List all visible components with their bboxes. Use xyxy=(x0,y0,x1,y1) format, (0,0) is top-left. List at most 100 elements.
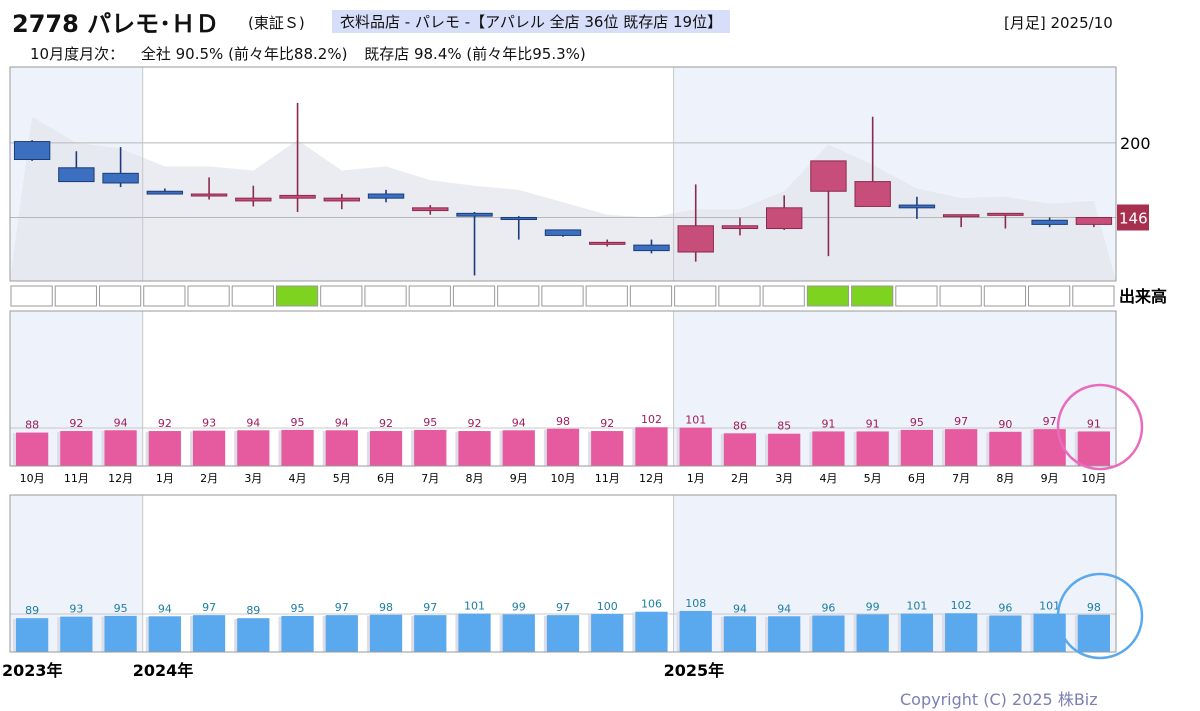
candle-body xyxy=(987,212,1024,216)
month-label: 3月 xyxy=(244,472,262,485)
candle xyxy=(721,217,759,236)
all-value-label: 92 xyxy=(468,417,482,430)
all-bar xyxy=(189,430,226,466)
existing-value-label: 97 xyxy=(423,601,437,614)
volume-cell xyxy=(98,285,142,307)
candle-body xyxy=(58,167,95,183)
existing-bar xyxy=(499,614,535,652)
all-bar-fill xyxy=(104,430,137,466)
existing-bar xyxy=(809,615,845,652)
price-tick-200: 200 xyxy=(1120,134,1151,153)
candle xyxy=(190,177,228,200)
volume-cell xyxy=(674,285,717,307)
existing-value-label: 101 xyxy=(906,600,927,613)
all-value-label: 85 xyxy=(777,420,791,433)
all-bar-fill xyxy=(148,431,181,466)
month-label: 1月 xyxy=(156,472,174,485)
month-label: 1月 xyxy=(687,472,705,485)
month-label: 4月 xyxy=(289,472,307,485)
candle-body xyxy=(721,225,759,230)
all-bar xyxy=(234,430,270,466)
all-bar xyxy=(1074,431,1110,466)
last-price-badge xyxy=(1117,204,1149,231)
all-bar xyxy=(278,429,314,466)
month-label: 2月 xyxy=(200,472,218,485)
all-value-label: 88 xyxy=(25,419,39,432)
all-bar xyxy=(853,431,889,466)
all-value-label: 94 xyxy=(512,416,526,429)
all-value-label: 92 xyxy=(69,417,83,430)
candle-body xyxy=(677,225,714,253)
all-bar-fill xyxy=(900,429,934,466)
candle-body xyxy=(190,193,228,197)
existing-value-label: 97 xyxy=(202,601,216,614)
all-value-label: 95 xyxy=(291,416,305,429)
existing-value-label: 100 xyxy=(597,600,618,613)
all-bar-fill xyxy=(60,431,93,466)
existing-bar-fill xyxy=(679,610,712,652)
month-label: 4月 xyxy=(819,472,837,485)
volume-cell xyxy=(1072,285,1115,307)
all-bar xyxy=(676,427,712,466)
all-bar xyxy=(720,433,757,466)
volume-cell xyxy=(187,285,230,307)
month-label: 7月 xyxy=(952,472,970,485)
candle-body xyxy=(500,216,537,220)
candle xyxy=(500,216,537,240)
candle xyxy=(235,185,272,207)
existing-bar-fill xyxy=(281,615,314,652)
candle-body xyxy=(942,214,980,218)
all-bar xyxy=(986,431,1022,466)
candle-body xyxy=(766,207,803,230)
monthly-summary-label: 10月度月次： xyxy=(30,45,125,63)
candle-body xyxy=(898,204,936,209)
month-label: 12月 xyxy=(108,472,133,485)
all-bar xyxy=(366,431,403,466)
all-bar-fill xyxy=(16,432,49,466)
existing-bar xyxy=(57,616,93,652)
month-label: 6月 xyxy=(908,472,926,485)
existing-bar xyxy=(1074,614,1110,652)
candle-body xyxy=(810,160,847,192)
all-value-label: 92 xyxy=(600,417,614,430)
all-value-label: 95 xyxy=(910,416,924,429)
month-label: 7月 xyxy=(421,472,439,485)
month-label: 8月 xyxy=(466,472,484,485)
existing-bar-fill xyxy=(635,611,668,652)
volume-cell xyxy=(54,285,97,307)
all-bar xyxy=(57,431,93,466)
monthly-summary-all: 全社 90.5% (前々年比88.2%) xyxy=(140,45,348,63)
existing-panel-border xyxy=(9,494,1117,653)
volume-cell xyxy=(143,285,186,307)
volume-cell xyxy=(231,285,274,307)
all-bar xyxy=(145,431,181,466)
existing-value-label: 99 xyxy=(512,600,526,613)
volume-cell xyxy=(939,285,982,307)
month-label: 11月 xyxy=(64,472,89,485)
price-shadow-area xyxy=(10,116,1116,282)
candle-body xyxy=(633,244,670,252)
volume-cell xyxy=(1028,285,1071,307)
candle xyxy=(279,102,316,212)
month-label: 12月 xyxy=(639,472,664,485)
all-value-label: 101 xyxy=(685,414,706,427)
existing-bar-fill xyxy=(148,616,181,652)
existing-bar xyxy=(366,614,403,652)
existing-value-label: 96 xyxy=(998,602,1012,615)
existing-bar-fill xyxy=(768,616,801,652)
month-label: 6月 xyxy=(377,472,395,485)
volume-cell xyxy=(408,285,451,307)
existing-bar-fill xyxy=(104,615,137,652)
all-bar-fill xyxy=(989,431,1022,466)
existing-bar-fill xyxy=(502,614,535,652)
candle-body xyxy=(13,141,51,161)
all-bar xyxy=(322,430,358,466)
existing-value-label: 98 xyxy=(1087,601,1101,614)
existing-bar xyxy=(101,615,137,652)
existing-bar xyxy=(543,615,580,652)
existing-bar-fill xyxy=(16,618,49,652)
candle-body xyxy=(1031,219,1068,225)
candle xyxy=(854,116,891,207)
all-value-label: 97 xyxy=(1043,415,1057,428)
